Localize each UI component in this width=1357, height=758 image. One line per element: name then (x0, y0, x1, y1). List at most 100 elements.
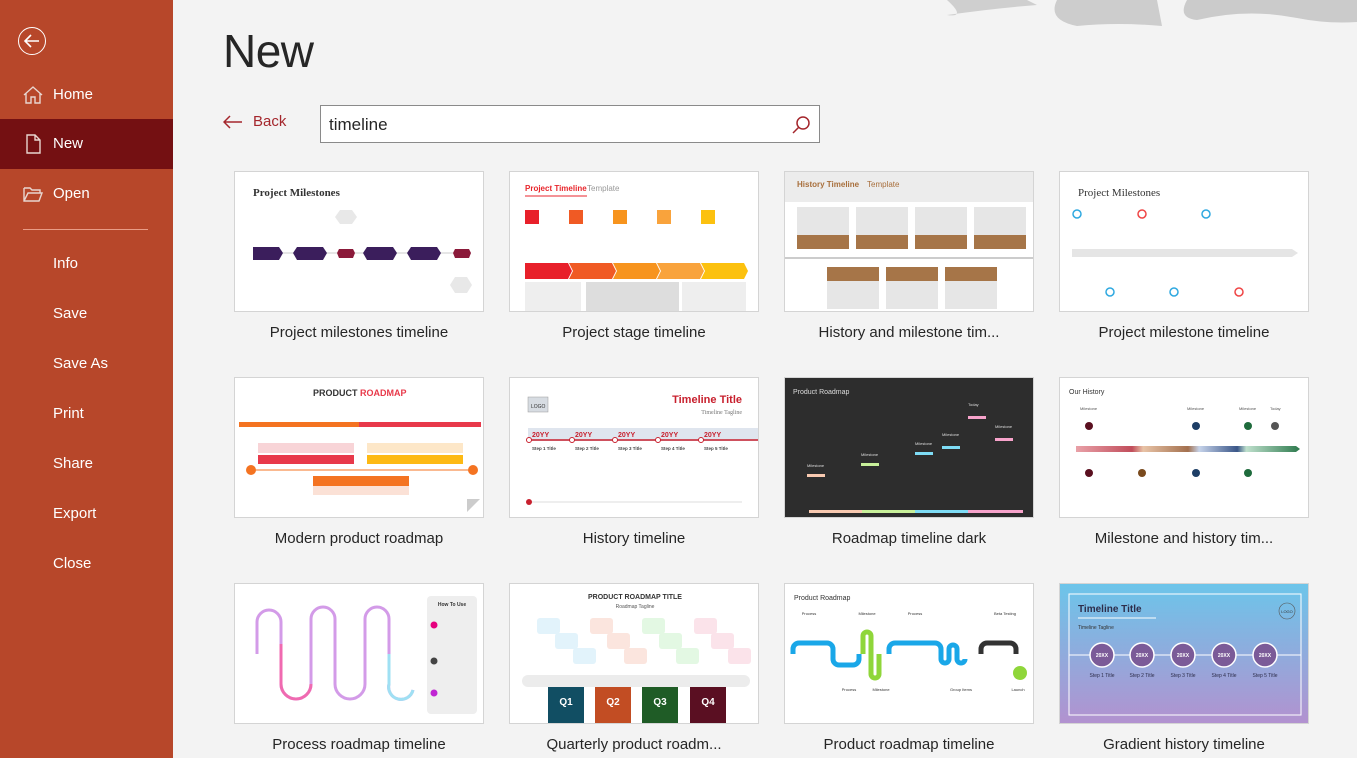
svg-text:20YY: 20YY (575, 432, 592, 439)
sidebar-item-label: Save (53, 305, 88, 322)
template-thumbnail: PRODUCT ROADMAP (234, 377, 484, 518)
svg-text:20YY: 20YY (532, 432, 549, 439)
svg-text:Step 2 Title: Step 2 Title (575, 446, 599, 451)
sidebar-item-label: Open (53, 185, 90, 202)
svg-text:Milestone: Milestone (915, 441, 933, 446)
template-name: Project milestone timeline (1098, 324, 1270, 341)
template-name: Modern product roadmap (274, 530, 444, 547)
sidebar-item-label: Info (53, 255, 79, 272)
svg-text:Milestone: Milestone (1239, 406, 1257, 411)
svg-text:Timeline Tagline: Timeline Tagline (1078, 625, 1114, 631)
svg-text:Milestone: Milestone (1080, 406, 1098, 411)
search-icon[interactable] (791, 115, 811, 140)
svg-text:How To Use: How To Use (438, 602, 466, 608)
search-input[interactable] (329, 114, 779, 136)
back-arrow-icon (223, 114, 242, 129)
template-thumbnail: Product Roadmap Process Milestone Proces… (784, 583, 1034, 724)
svg-text:Process: Process (908, 611, 922, 616)
svg-text:Milestone: Milestone (942, 432, 960, 437)
svg-text:Today: Today (1270, 406, 1281, 411)
svg-text:Our History: Our History (1069, 389, 1105, 396)
svg-text:Step 2 Title: Step 2 Title (1129, 673, 1154, 679)
svg-text:Step 1 Title: Step 1 Title (1089, 673, 1114, 679)
svg-text:Step 3 Title: Step 3 Title (618, 446, 642, 451)
svg-text:Project Milestones: Project Milestones (1078, 187, 1160, 199)
back-arrow-circle-icon[interactable] (18, 27, 46, 55)
template-name: Project milestones timeline (269, 324, 449, 341)
svg-text:Template: Template (587, 184, 620, 193)
new-document-icon (22, 134, 44, 154)
sidebar-item-home[interactable]: Home (0, 70, 173, 120)
sidebar-item-new[interactable]: New (0, 119, 173, 169)
svg-text:20YY: 20YY (704, 432, 721, 439)
template-name: Milestone and history tim... (1094, 530, 1274, 547)
template-thumbnail: PRODUCT ROADMAP TITLE Roadmap Tagline Q1… (509, 583, 759, 724)
sidebar-item-print[interactable]: Print (0, 389, 173, 439)
svg-text:20XX: 20XX (1177, 653, 1190, 659)
template-thumbnail: LOGO Timeline Title Timeline Tagline 20Y… (509, 377, 759, 518)
template-thumbnail: Our History Milestone Milestone Mileston… (1059, 377, 1309, 518)
svg-text:Roadmap Tagline: Roadmap Tagline (616, 604, 655, 610)
svg-text:Launch: Launch (1011, 687, 1024, 692)
svg-text:Step 5 Title: Step 5 Title (1252, 673, 1277, 679)
template-thumbnail: Timeline Title Timeline Tagline LOGO 20X… (1059, 583, 1309, 724)
template-search-box (320, 105, 820, 143)
svg-text:Q1: Q1 (559, 697, 573, 708)
sidebar-item-close[interactable]: Close (0, 539, 173, 589)
svg-text:Q4: Q4 (701, 697, 715, 708)
template-name: Quarterly product roadm... (546, 736, 722, 753)
sidebar-item-info[interactable]: Info (0, 239, 173, 289)
sidebar-item-label: Save As (53, 355, 109, 372)
svg-text:Milestone: Milestone (807, 463, 825, 468)
sidebar-item-open[interactable]: Open (0, 169, 173, 219)
template-thumbnail: Product Roadmap Milestone Milestone Mile… (784, 377, 1034, 518)
svg-text:Product Roadmap: Product Roadmap (794, 595, 851, 602)
svg-text:Q2: Q2 (606, 697, 620, 708)
svg-text:PRODUCT ROADMAP TITLE: PRODUCT ROADMAP TITLE (588, 594, 682, 601)
svg-text:Product Roadmap: Product Roadmap (793, 389, 850, 396)
sidebar-item-save-as[interactable]: Save As (0, 339, 173, 389)
template-thumbnail: History Timeline Template (784, 171, 1034, 312)
template-name: Project stage timeline (562, 324, 706, 341)
page-title: New (223, 25, 314, 77)
template-name: Gradient history timeline (1103, 736, 1265, 753)
template-thumbnail: Project Timeline Template (509, 171, 759, 312)
sidebar-item-share[interactable]: Share (0, 439, 173, 489)
template-thumbnail: Project Milestones (1059, 171, 1309, 312)
sidebar-item-label: Print (53, 405, 84, 422)
svg-text:LOGO: LOGO (1281, 609, 1293, 614)
svg-text:Group Items: Group Items (950, 687, 972, 692)
template-name: History and milestone tim... (818, 324, 1000, 341)
svg-text:Milestone: Milestone (872, 687, 890, 692)
svg-text:PRODUCT: PRODUCT (313, 388, 358, 398)
svg-text:20XX: 20XX (1096, 653, 1109, 659)
svg-text:Today: Today (968, 402, 979, 407)
svg-text:Project Milestones: Project Milestones (253, 187, 341, 199)
svg-text:Process: Process (842, 687, 856, 692)
template-name: History timeline (582, 530, 686, 547)
svg-text:Process: Process (802, 611, 816, 616)
template-name: Product roadmap timeline (823, 736, 995, 753)
svg-text:Milestone: Milestone (861, 452, 879, 457)
svg-text:Milestone: Milestone (858, 611, 876, 616)
svg-text:Timeline Title: Timeline Title (1078, 604, 1142, 615)
sidebar-item-label: New (53, 135, 84, 152)
template-name: Roadmap timeline dark (831, 530, 987, 547)
svg-text:20XX: 20XX (1218, 653, 1231, 659)
svg-text:LOGO: LOGO (531, 404, 546, 410)
svg-text:20YY: 20YY (661, 432, 678, 439)
svg-text:ROADMAP: ROADMAP (360, 388, 407, 398)
sidebar-item-save[interactable]: Save (0, 289, 173, 339)
svg-text:20XX: 20XX (1136, 653, 1149, 659)
svg-text:Step 4 Title: Step 4 Title (1211, 673, 1236, 679)
back-button[interactable]: Back (223, 113, 286, 130)
svg-text:Step 4 Title: Step 4 Title (661, 446, 685, 451)
svg-text:Step 3 Title: Step 3 Title (1170, 673, 1195, 679)
template-thumbnail: Project Milestones (234, 171, 484, 312)
decorative-header-art (947, 0, 1357, 26)
svg-text:Step 5 Title: Step 5 Title (704, 446, 728, 451)
folder-open-icon (22, 184, 44, 204)
svg-text:Q3: Q3 (653, 697, 667, 708)
sidebar-item-label: Export (53, 505, 97, 522)
sidebar-item-export[interactable]: Export (0, 489, 173, 539)
